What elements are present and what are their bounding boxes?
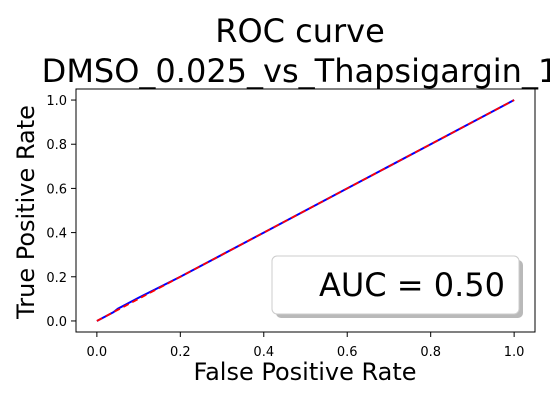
chart-title: ROC curve (215, 12, 385, 50)
x-axis-label: False Positive Rate (193, 358, 416, 386)
y-axis-ticks: 0.0 0.2 0.4 0.6 0.8 1.0 (46, 94, 76, 330)
y-tick-label: 1.0 (46, 94, 67, 109)
x-tick-label: 0.4 (253, 345, 274, 360)
series-layer (96, 99, 515, 322)
y-axis-label: True Positive Rate (12, 105, 40, 320)
legend: AUC = 0.50 (271, 255, 523, 318)
legend-auc-text: AUC = 0.50 (319, 266, 505, 304)
chance-diagonal-line (96, 99, 515, 322)
y-tick-label: 0.6 (46, 182, 67, 197)
title-block: ROC curve DMSO_0.025_vs_Thapsigargin_1 (42, 12, 550, 90)
legend-frame (271, 255, 520, 315)
x-tick-label: 0.2 (170, 345, 191, 360)
x-axis-ticks: 0.0 0.2 0.4 0.6 0.8 1.0 (87, 332, 525, 360)
y-tick-label: 0.2 (46, 271, 67, 286)
plot-area: 0.0 0.2 0.4 0.6 0.8 1.0 0.0 0.2 0.4 0.6 0.8 1.0 (46, 88, 536, 360)
x-tick-label: 0.0 (87, 345, 108, 360)
x-tick-label: 0.6 (337, 345, 358, 360)
y-tick-label: 0.0 (46, 315, 67, 330)
chart-subtitle: DMSO_0.025_vs_Thapsigargin_1 (42, 52, 550, 90)
x-tick-label: 0.8 (420, 345, 441, 360)
y-tick-label: 0.8 (46, 138, 67, 153)
roc-curve-line (96, 99, 515, 322)
y-tick-label: 0.4 (46, 227, 67, 242)
x-tick-label: 1.0 (504, 345, 525, 360)
